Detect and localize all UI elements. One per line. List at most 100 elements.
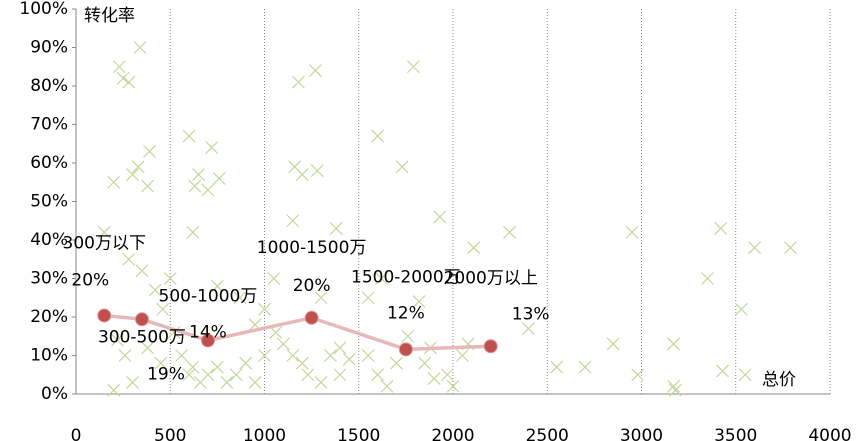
scatter-point [133, 41, 147, 54]
scatter-point [433, 210, 447, 224]
scatter-point [446, 379, 460, 393]
scatter-point [467, 241, 481, 255]
data-label: 13% [512, 304, 550, 324]
scatter-point [107, 175, 121, 189]
scatter-point [122, 75, 136, 89]
scatter-point [371, 368, 385, 382]
scatter-point [111, 333, 124, 347]
scatter-point [667, 337, 680, 351]
scatter-point [201, 183, 215, 197]
scatter-point [182, 129, 196, 143]
y-tick-label: 90% [30, 38, 68, 58]
scatter-point [258, 349, 271, 362]
point-label: 2000万以上 [444, 268, 538, 288]
scatter-point [163, 272, 177, 285]
scatter-point [148, 283, 162, 297]
scatter-point [175, 349, 188, 362]
x-tick-label: 4000 [808, 426, 851, 441]
scatter-point [182, 368, 196, 382]
scatter-point [118, 349, 132, 362]
y-tick-label: 20% [30, 307, 68, 327]
scatter-point [371, 129, 385, 143]
scatter-point [112, 60, 126, 74]
scatter-point [107, 383, 121, 397]
scatter-point [186, 360, 200, 374]
x-tick-label: 1000 [243, 426, 286, 441]
scatter-point [201, 368, 215, 382]
line-marker [398, 342, 413, 357]
scatter-point [412, 295, 426, 309]
scatter-point [503, 225, 516, 239]
scatter-point [212, 171, 226, 185]
scatter-point [333, 368, 347, 382]
scatter-point [625, 225, 639, 239]
data-label: 19% [147, 364, 185, 384]
scatter-point [186, 225, 200, 239]
scatter-point [342, 352, 356, 366]
scatter-point [258, 302, 271, 316]
scatter-point [701, 272, 714, 285]
scatter-point [248, 376, 262, 389]
scatter-point [418, 356, 432, 370]
scatter-point [395, 160, 409, 174]
scatter-point [210, 360, 224, 374]
scatter-point [188, 179, 202, 193]
scatter-point [141, 341, 155, 355]
y-tick-label: 100% [19, 0, 68, 19]
scatter-point [606, 337, 620, 351]
scatter-point [631, 368, 645, 382]
x-tick-label: 2000 [431, 426, 474, 441]
data-label: 14% [189, 322, 227, 342]
scatter-point [131, 160, 145, 174]
x-tick-label: 2500 [526, 426, 569, 441]
scatter-point [550, 360, 564, 374]
scatter-point [276, 337, 290, 351]
scatter-point [324, 349, 337, 362]
scatter-point [301, 368, 315, 382]
scatter-point [314, 376, 328, 389]
scatter-point [286, 214, 300, 228]
y-tick-label: 40% [30, 230, 68, 250]
y-tick-label: 80% [30, 76, 68, 96]
scatter-point [154, 356, 168, 370]
scatter-point [578, 360, 592, 374]
scatter-point [734, 302, 748, 316]
x-tick-label: 3500 [714, 426, 757, 441]
y-tick-label: 60% [30, 153, 68, 173]
scatter-point [521, 322, 535, 335]
x-tick-label: 3000 [620, 426, 663, 441]
scatter-point [210, 279, 224, 293]
scatter-point [738, 368, 752, 382]
y-tick-label: 70% [30, 115, 68, 135]
scatter-point [390, 356, 403, 370]
data-label: 20% [293, 276, 331, 296]
point-label: 1000-1500万 [257, 238, 367, 258]
data-label: 20% [71, 270, 109, 290]
scatter-point [292, 75, 305, 89]
line-marker [483, 339, 498, 354]
scatter-point [126, 376, 139, 389]
point-label: 500-1000万 [159, 286, 258, 306]
scatter-point [192, 168, 205, 181]
scatter-point [295, 168, 309, 181]
scatter-point [329, 222, 343, 235]
scatter-point [333, 341, 347, 355]
scatter-point [233, 291, 247, 305]
y-tick-label: 0% [41, 384, 68, 404]
scatter-point [126, 168, 139, 181]
x-tick-label: 500 [154, 426, 186, 441]
point-label: 300万以下 [63, 233, 146, 253]
y-tick-label: 10% [30, 346, 68, 366]
scatter-point [141, 179, 155, 193]
y-axis-label: 转化率 [84, 6, 135, 26]
scatter-point [361, 291, 375, 305]
scatter-point [269, 325, 283, 339]
point-label: 300-500万 [98, 327, 186, 347]
data-label: 12% [387, 303, 425, 323]
line-marker [134, 312, 149, 327]
scatter-point [116, 71, 130, 85]
scatter-point [456, 349, 469, 362]
scatter-point [748, 241, 762, 255]
scatter-point [97, 225, 111, 239]
